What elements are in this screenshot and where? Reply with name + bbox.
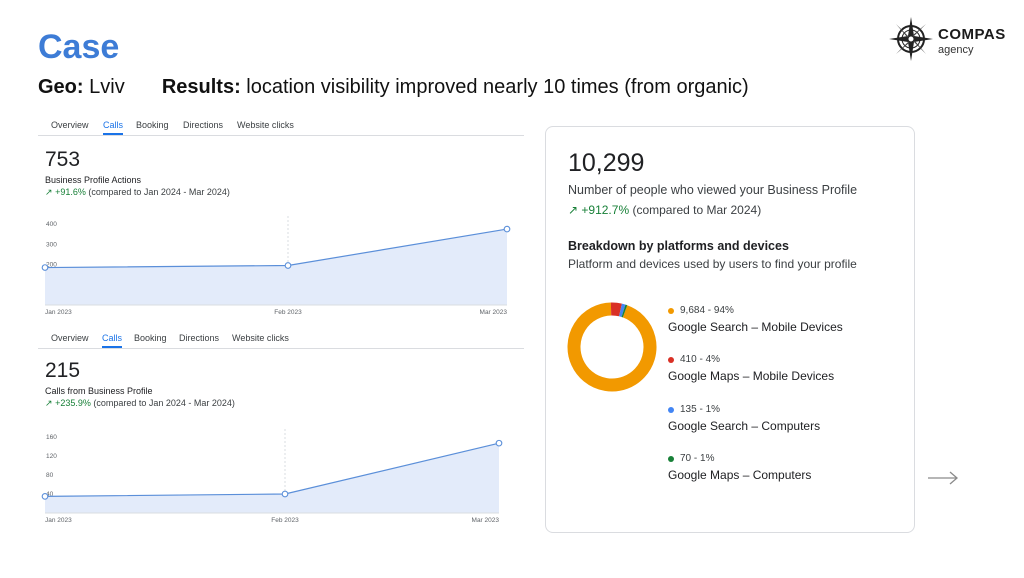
data-point: [503, 225, 511, 233]
tab-calls[interactable]: Calls: [103, 120, 124, 135]
trend-up-icon: ↗: [45, 398, 53, 408]
tab-website-clicks[interactable]: Website clicks: [232, 333, 289, 343]
breakdown-title: Breakdown by platforms and devices: [568, 239, 789, 253]
legend-value: 410 - 4%: [680, 354, 721, 365]
data-point: [41, 493, 49, 500]
legend-value: 70 - 1%: [680, 453, 715, 464]
x-tick-label: Feb 2023: [274, 309, 302, 316]
donut-slice: [618, 303, 626, 317]
views-label: Number of people who viewed your Busines…: [568, 183, 858, 197]
legend-dot-icon: [668, 307, 674, 314]
breakdown-subtitle: Platform and devices used by users to fi…: [568, 257, 857, 271]
metric-label: Calls from Business Profile: [45, 386, 153, 396]
metric-value: 215: [45, 359, 81, 382]
x-tick-label: Mar 2023: [472, 517, 500, 524]
legend-value: 135 - 1%: [680, 404, 721, 415]
change-note: (compared to Mar 2024): [632, 203, 762, 217]
x-tick-label: Mar 2023: [480, 309, 508, 316]
donut-slice: [621, 304, 628, 318]
legend-name: Google Maps – Mobile Devices: [668, 369, 835, 383]
trend-up-icon: ↗: [568, 203, 579, 217]
change-percent: +91.6%: [55, 187, 86, 197]
case-subtitle: Geo: Lviv Results: location visibility i…: [38, 76, 749, 99]
actions-panel: Overview Calls Booking Directions Websit…: [38, 118, 524, 316]
tab-booking[interactable]: Booking: [136, 120, 169, 130]
compass-icon: [889, 17, 933, 61]
donut-slice: [610, 302, 622, 317]
legend-item: 9,684 - 94% Google Search – Mobile Devic…: [668, 305, 843, 334]
y-tick-label: 400: [46, 221, 57, 228]
change-note: (compared to Jan 2024 - Mar 2024): [88, 187, 230, 197]
geo-value: Lviv: [89, 76, 125, 98]
y-tick-label: 80: [46, 472, 54, 479]
y-tick-label: 40: [46, 491, 54, 498]
tab-bar: Overview Calls Booking Directions Websit…: [38, 118, 524, 136]
platform-donut-chart: [567, 302, 657, 392]
legend-dot-icon: [668, 455, 674, 462]
logo-brand: COMPAS: [938, 26, 1006, 43]
legend-value: 9,684 - 94%: [680, 305, 734, 316]
data-point: [284, 262, 292, 269]
data-point: [495, 439, 503, 447]
next-slide-arrow-icon[interactable]: [926, 468, 960, 488]
metric-change: ↗ +91.6% (compared to Jan 2024 - Mar 202…: [45, 187, 230, 198]
metric-change: ↗ +235.9% (compared to Jan 2024 - Mar 20…: [45, 398, 235, 409]
results-value: location visibility improved nearly 10 t…: [246, 76, 749, 98]
legend-item: 410 - 4% Google Maps – Mobile Devices: [668, 354, 834, 383]
x-tick-label: Jan 2023: [45, 309, 72, 316]
trend-up-icon: ↗: [45, 187, 53, 197]
y-tick-label: 120: [46, 453, 57, 460]
tab-directions[interactable]: Directions: [183, 120, 224, 130]
tab-directions[interactable]: Directions: [179, 333, 220, 343]
tab-booking[interactable]: Booking: [134, 333, 167, 343]
tab-overview[interactable]: Overview: [51, 333, 89, 343]
calls-panel: Overview Calls Booking Directions Websit…: [38, 331, 524, 524]
legend-name: Google Search – Mobile Devices: [668, 320, 843, 334]
tab-overview[interactable]: Overview: [51, 120, 89, 130]
compas-logo: COMPAS agency: [888, 16, 1012, 66]
tab-calls[interactable]: Calls: [102, 333, 123, 348]
change-percent: +235.9%: [55, 398, 91, 408]
tab-website-clicks[interactable]: Website clicks: [237, 120, 294, 130]
views-change: ↗ +912.7% (compared to Mar 2024): [568, 203, 761, 217]
legend-dot-icon: [668, 356, 674, 363]
logo-sub: agency: [938, 44, 974, 56]
series-area: [45, 443, 499, 513]
y-tick-label: 160: [46, 434, 57, 441]
y-tick-label: 200: [46, 262, 57, 269]
donut-slice: [567, 302, 657, 392]
change-percent: +912.7%: [581, 203, 630, 217]
results-label: Results:: [161, 76, 241, 98]
page-title: Case: [38, 28, 120, 66]
geo-label: Geo:: [38, 76, 84, 98]
profile-views-card: 10,299 Number of people who viewed your …: [545, 126, 915, 533]
calls-line-chart: 40 80 120 160 Jan 2023 Feb 2023 Mar 2023: [41, 429, 503, 524]
legend-name: Google Search – Computers: [668, 419, 821, 433]
views-value: 10,299: [568, 149, 645, 177]
metric-value: 753: [45, 148, 81, 171]
y-tick-label: 300: [46, 241, 57, 248]
legend-name: Google Maps – Computers: [668, 468, 812, 482]
x-tick-label: Feb 2023: [271, 517, 299, 524]
legend-dot-icon: [668, 406, 674, 413]
change-note: (compared to Jan 2024 - Mar 2024): [93, 398, 235, 408]
metric-label: Business Profile Actions: [45, 175, 142, 185]
x-tick-label: Jan 2023: [45, 517, 72, 524]
legend-item: 135 - 1% Google Search – Computers: [668, 404, 820, 433]
data-point: [41, 264, 49, 271]
tab-bar: Overview Calls Booking Directions Websit…: [38, 331, 524, 349]
data-point: [281, 490, 289, 498]
series-area: [45, 229, 507, 305]
legend-item: 70 - 1% Google Maps – Computers: [668, 453, 811, 482]
